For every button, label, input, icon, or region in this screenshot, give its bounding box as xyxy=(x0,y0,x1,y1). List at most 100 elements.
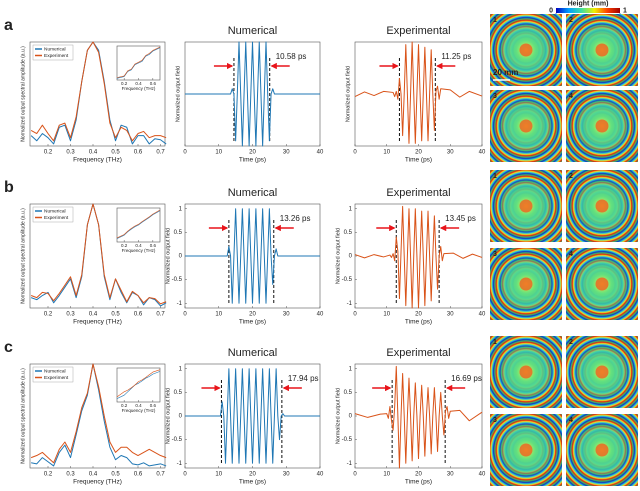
x-axis-label: Frequency (THz) xyxy=(122,248,156,253)
y-tick-label: -0.5 xyxy=(342,437,353,443)
y-tick-label: 1 xyxy=(349,366,353,372)
data-line xyxy=(116,46,161,78)
height-map-center xyxy=(519,199,533,213)
x-tick-label: 40 xyxy=(317,472,324,478)
image-label: 1 xyxy=(493,173,497,180)
x-tick-label: 0.5 xyxy=(111,472,120,478)
height-map-center xyxy=(519,443,533,457)
y-tick-label: -1 xyxy=(177,461,183,467)
y-axis-label: Normalized output field xyxy=(335,228,341,284)
x-tick-label: 0.7 xyxy=(156,472,165,478)
image-label: 4 xyxy=(569,417,573,424)
x-tick-label: 0.4 xyxy=(135,81,142,86)
x-tick-label: 0.7 xyxy=(156,150,165,156)
x-tick-label: 0.6 xyxy=(150,81,157,86)
y-axis-label: Normalized output field xyxy=(345,66,351,122)
plot-frame xyxy=(354,363,483,469)
x-tick-label: 10 xyxy=(383,472,390,478)
x-tick-label: 10 xyxy=(383,312,390,318)
x-tick-label: 0.7 xyxy=(156,312,165,318)
y-axis-label: Normalized output spectral amplitude (a.… xyxy=(20,368,26,464)
x-tick-label: 30 xyxy=(283,472,290,478)
x-tick-label: 0 xyxy=(183,472,187,478)
colorbar-title: Height (mm) xyxy=(568,0,609,7)
y-axis-label: Normalized output spectral amplitude (a.… xyxy=(20,46,26,142)
height-map-center xyxy=(595,277,609,291)
height-map-center xyxy=(519,365,533,379)
y-tick-label: 0 xyxy=(349,414,353,420)
x-tick-label: 0.6 xyxy=(134,150,143,156)
image-label: 3 xyxy=(493,251,497,258)
height-map-center xyxy=(595,43,609,57)
y-tick-label: 1 xyxy=(179,206,183,212)
y-axis-label: Normalized output spectral amplitude (a.… xyxy=(20,208,26,304)
data-line xyxy=(354,365,483,469)
y-axis-label: Normalized output field xyxy=(165,228,171,284)
x-tick-label: 30 xyxy=(447,312,454,318)
legend-label: Numerical xyxy=(44,46,66,52)
data-line xyxy=(354,41,483,144)
x-tick-label: 10 xyxy=(383,150,390,156)
x-tick-label: 0.2 xyxy=(121,243,128,248)
x-tick-label: 0.6 xyxy=(150,243,157,248)
x-tick-label: 0.2 xyxy=(44,150,53,156)
data-line xyxy=(354,205,483,309)
x-tick-label: 0.4 xyxy=(89,312,98,318)
y-tick-label: -1 xyxy=(177,301,183,307)
x-tick-label: 0.5 xyxy=(111,150,120,156)
y-tick-label: -1 xyxy=(347,301,353,307)
x-tick-label: 10 xyxy=(215,312,222,318)
panel-letter: a xyxy=(4,17,13,34)
x-tick-label: 20 xyxy=(415,472,422,478)
x-tick-label: 0 xyxy=(183,312,187,318)
data-line xyxy=(185,41,320,147)
data-line xyxy=(116,210,161,239)
x-axis-label: Frequency (THz) xyxy=(73,479,122,486)
duration-label: 13.45 ps xyxy=(445,214,476,223)
legend-label: Experiment xyxy=(44,375,69,381)
image-label: 2 xyxy=(569,17,573,24)
legend-label: Experiment xyxy=(44,53,69,59)
x-tick-label: 0.4 xyxy=(89,472,98,478)
x-tick-label: 0 xyxy=(353,150,357,156)
y-tick-label: 0 xyxy=(349,254,353,260)
y-tick-label: 0.5 xyxy=(344,230,353,236)
image-label: 1 xyxy=(493,339,497,346)
x-tick-label: 20 xyxy=(415,150,422,156)
height-map-center xyxy=(595,199,609,213)
x-axis-label: Time (ps) xyxy=(239,319,266,326)
height-map-center xyxy=(595,119,609,133)
x-tick-label: 0 xyxy=(353,312,357,318)
x-axis-label: Frequency (THz) xyxy=(73,157,122,164)
colorbar-tick-label: 1 xyxy=(623,7,627,14)
x-tick-label: 20 xyxy=(415,312,422,318)
image-label: 2 xyxy=(569,173,573,180)
image-label: 4 xyxy=(569,93,573,100)
duration-label: 10.58 ps xyxy=(276,52,307,61)
duration-label: 17.94 ps xyxy=(288,374,319,383)
x-tick-label: 0.4 xyxy=(135,243,142,248)
y-tick-label: 1 xyxy=(349,206,353,212)
image-label: 1 xyxy=(493,17,497,24)
image-label: 3 xyxy=(493,417,497,424)
x-tick-label: 0.6 xyxy=(150,403,157,408)
data-line xyxy=(30,363,167,464)
x-axis-label: Time (ps) xyxy=(405,319,432,326)
data-line xyxy=(185,208,320,304)
x-tick-label: 40 xyxy=(479,472,486,478)
data-line xyxy=(185,368,320,464)
legend-label: Experiment xyxy=(44,215,69,221)
x-axis-label: Frequency (THz) xyxy=(122,86,156,91)
y-tick-label: -0.5 xyxy=(342,277,353,283)
x-tick-label: 0.4 xyxy=(135,403,142,408)
y-tick-label: 0 xyxy=(179,414,183,420)
x-axis-label: Time (ps) xyxy=(405,479,432,486)
duration-label: 13.26 ps xyxy=(280,214,311,223)
colorbar xyxy=(556,8,620,13)
y-tick-label: -1 xyxy=(347,461,353,467)
data-line xyxy=(116,369,161,398)
colorbar-tick-label: 0 xyxy=(549,7,553,14)
y-tick-label: 0.5 xyxy=(174,230,183,236)
legend-label: Numerical xyxy=(44,208,66,214)
